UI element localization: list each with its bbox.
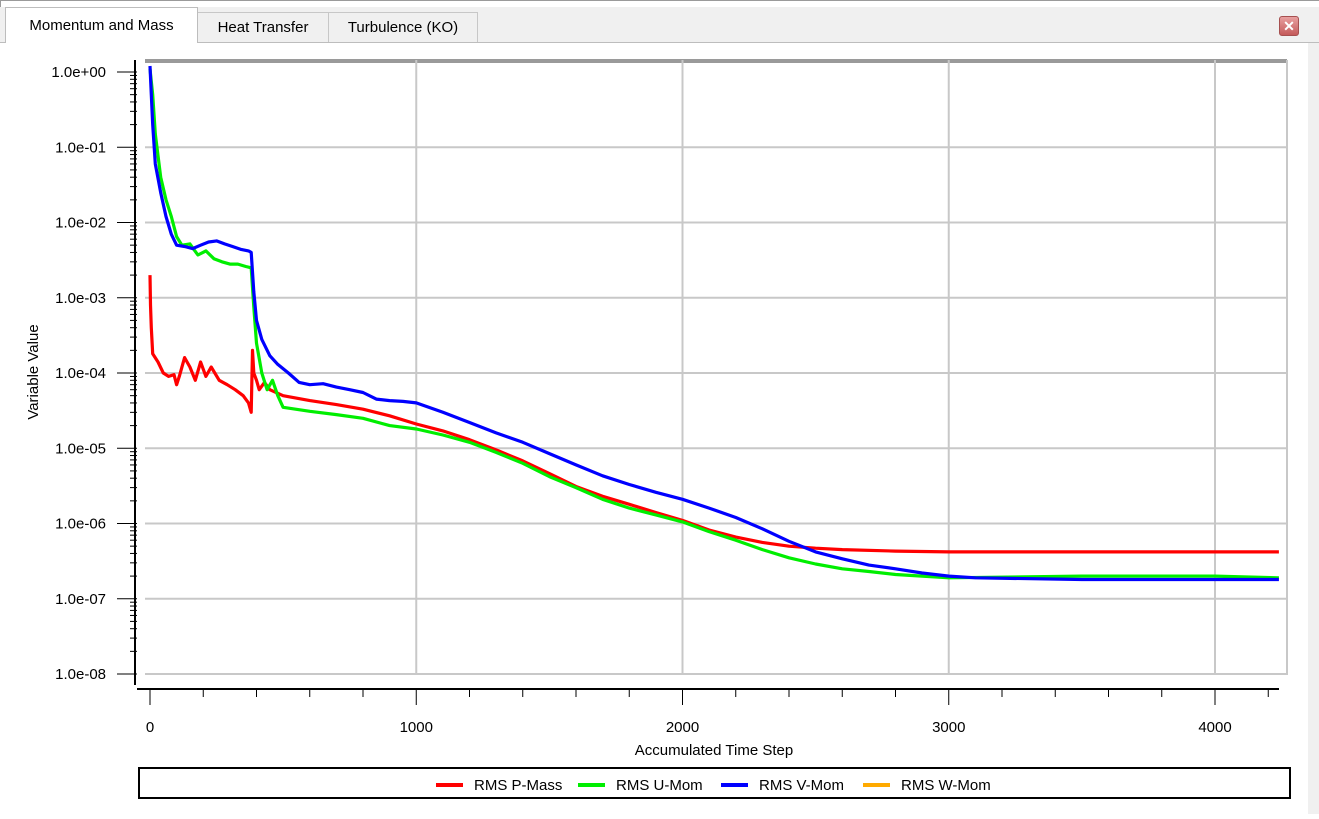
series-line-rms-p-mass xyxy=(148,275,1279,554)
legend-label: RMS U-Mom xyxy=(616,776,703,794)
x-tick-label: 2000 xyxy=(666,719,699,736)
close-icon: ✕ xyxy=(1283,17,1295,34)
x-tick-label: 4000 xyxy=(1198,719,1231,736)
legend-label: RMS W-Mom xyxy=(901,776,991,794)
legend-swatch-u-mom xyxy=(578,783,605,787)
chart-area: 1.0e+00 1.0e-01 1.0e-02 1.0e-03 1.0e-04 1.0e-… xyxy=(0,43,1308,814)
y-tick-label: 1.0e+00 xyxy=(51,64,106,81)
y-tick-label: 1.0e-01 xyxy=(55,139,106,156)
y-tick-label: 1.0e-07 xyxy=(55,591,106,608)
x-axis-label: Accumulated Time Step xyxy=(635,742,793,759)
y-axis-label: Variable Value xyxy=(25,324,42,419)
legend-item-rms-u-mom: RMS U-Mom xyxy=(578,776,703,794)
scrollbar-gutter xyxy=(1308,43,1319,814)
y-tick-label: 1.0e-04 xyxy=(55,365,106,382)
x-tick-label: 0 xyxy=(146,719,154,736)
tab-bar: Momentum and Mass Heat Transfer Turbulen… xyxy=(0,7,1319,43)
residual-chart: 1.0e+00 1.0e-01 1.0e-02 1.0e-03 1.0e-04 1.0e-… xyxy=(25,59,1288,759)
legend-swatch-v-mom xyxy=(721,783,748,787)
series-line-rms-v-mom xyxy=(148,65,1279,582)
legend-swatch-p-mass xyxy=(436,783,463,787)
legend-item-rms-p-mass: RMS P-Mass xyxy=(436,776,562,794)
series-line-rms-u-mom xyxy=(148,68,1279,580)
y-tick-label: 1.0e-03 xyxy=(55,290,106,307)
x-tick-label: 1000 xyxy=(400,719,433,736)
legend-item-rms-w-mom: RMS W-Mom xyxy=(863,776,991,794)
y-tick-label: 1.0e-08 xyxy=(55,666,106,683)
tab-bar-divider xyxy=(0,42,1319,43)
legend-label: RMS V-Mom xyxy=(759,776,845,794)
legend-label: RMS P-Mass xyxy=(474,776,563,794)
y-tick-label: 1.0e-06 xyxy=(55,516,106,533)
y-tick-label: 1.0e-02 xyxy=(55,215,106,232)
chart-legend: RMS P-Mass RMS U-Mom RMS V-Mom RMS W-Mom xyxy=(138,767,1291,799)
tab-heat-transfer[interactable]: Heat Transfer xyxy=(197,12,329,42)
legend-item-rms-v-mom: RMS V-Mom xyxy=(721,776,844,794)
tab-momentum-and-mass[interactable]: Momentum and Mass xyxy=(5,7,198,43)
y-tick-label: 1.0e-05 xyxy=(55,440,106,457)
close-button[interactable]: ✕ xyxy=(1279,16,1299,36)
tab-turbulence-ko[interactable]: Turbulence (KO) xyxy=(328,12,478,42)
legend-swatch-w-mom xyxy=(863,783,890,787)
x-tick-label: 3000 xyxy=(932,719,965,736)
